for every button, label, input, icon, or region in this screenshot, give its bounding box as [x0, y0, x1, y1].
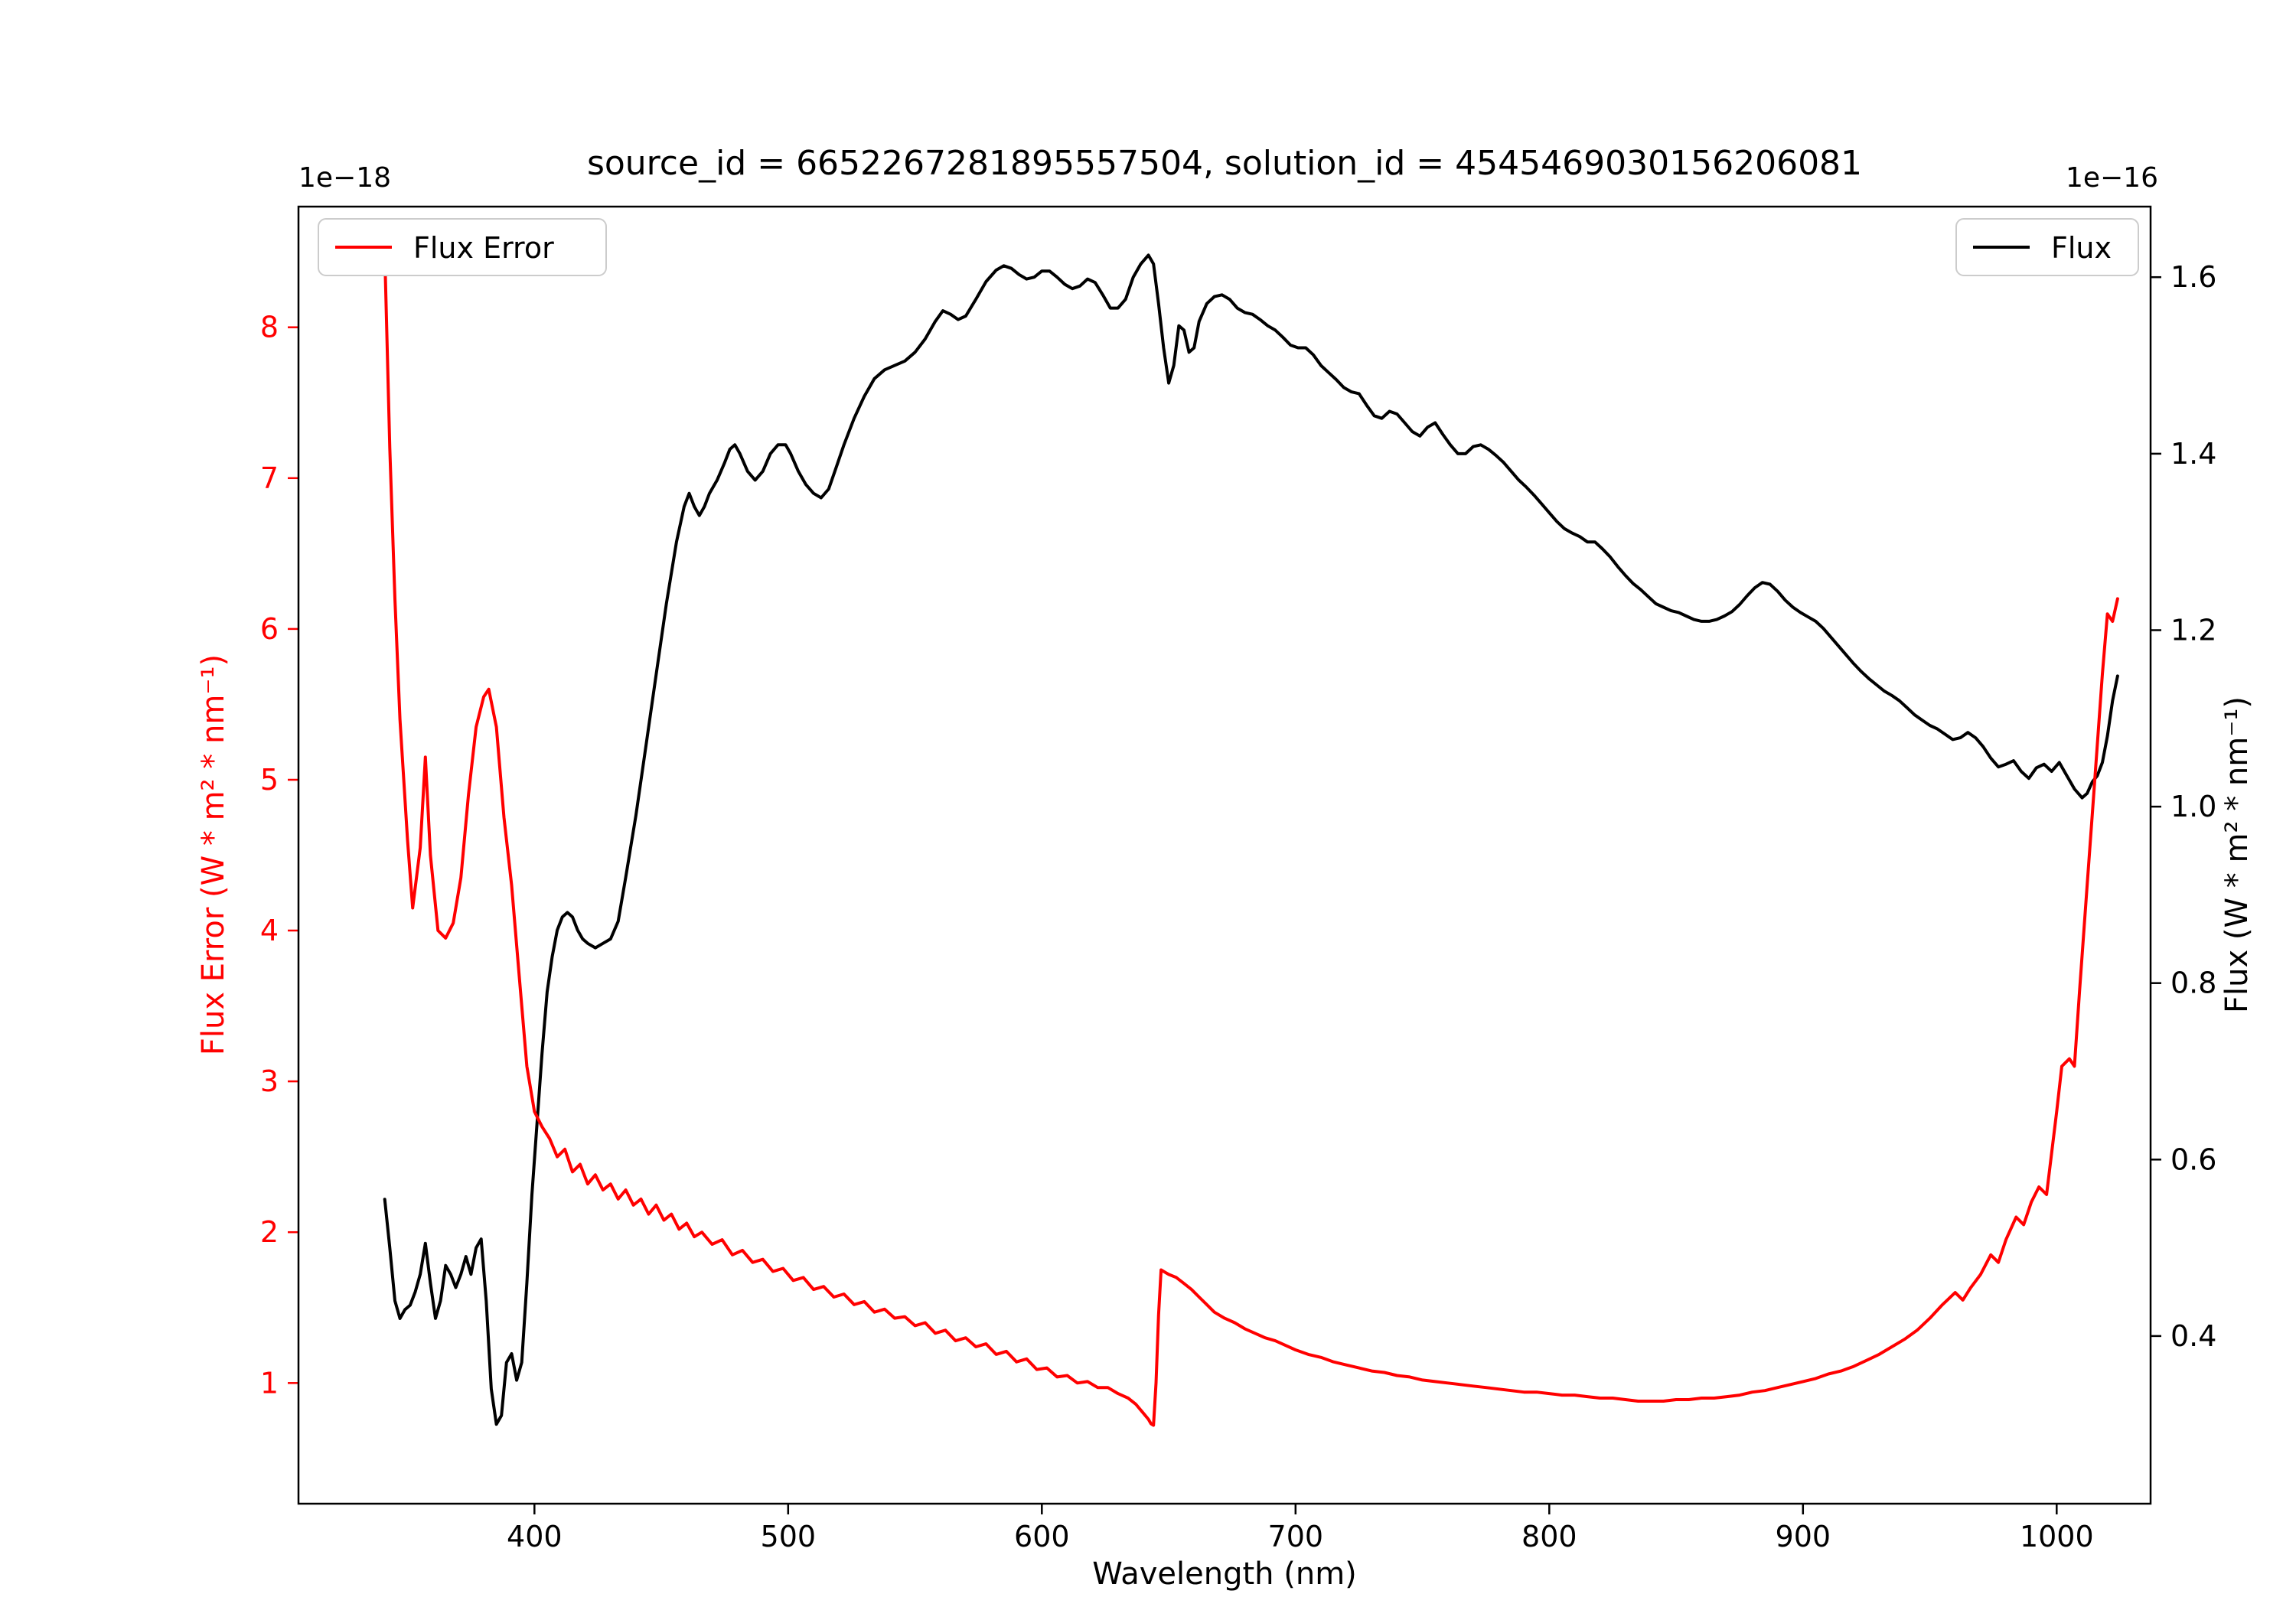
x-axis-ticks: 400 500 600 700 800 900 1000	[507, 1504, 2094, 1553]
left-y-tick-label: 6	[260, 612, 279, 646]
x-tick-label: 500	[761, 1520, 817, 1553]
x-tick-label: 1000	[2020, 1520, 2094, 1553]
left-y-tick-label: 2	[260, 1215, 279, 1249]
x-tick-label: 900	[1776, 1520, 1831, 1553]
legend-box	[1955, 218, 2139, 276]
left-y-tick-label: 1	[260, 1366, 279, 1400]
right-axis-offset-text: 1e−16	[2066, 162, 2158, 194]
left-axis-offset-text: 1e−18	[298, 162, 391, 194]
legend-box	[318, 218, 607, 276]
right-y-tick-label: 0.4	[2170, 1319, 2216, 1353]
left-y-tick-label: 7	[260, 461, 279, 495]
axes-spines	[297, 205, 2152, 1505]
right-y-axis-ticks: 0.4 0.6 0.8 1.0 1.2 1.4 1.6	[2151, 260, 2216, 1353]
x-tick-label: 600	[1014, 1520, 1070, 1553]
x-tick-label: 700	[1268, 1520, 1324, 1553]
right-y-tick-label: 0.8	[2170, 966, 2216, 1000]
plot-background	[298, 207, 2151, 1504]
right-y-tick-label: 0.6	[2170, 1143, 2216, 1176]
x-tick-label: 400	[507, 1520, 563, 1553]
left-y-axis-label: Flux Error (W * m² * nm⁻¹)	[196, 654, 231, 1055]
right-y-tick-label: 1.4	[2170, 437, 2216, 471]
left-y-tick-label: 8	[260, 311, 279, 344]
left-y-tick-label: 4	[260, 914, 279, 947]
x-tick-label: 800	[1521, 1520, 1577, 1553]
legend-label-flux-error: Flux Error	[413, 231, 554, 265]
legend-flux: Flux	[1955, 218, 2139, 276]
chart-title: source_id = 6652267281895557504, solutio…	[587, 144, 1862, 183]
left-y-axis-ticks: 1 2 3 4 5 6 7 8	[260, 311, 298, 1400]
legend-label-flux: Flux	[2051, 231, 2112, 265]
flux-line	[383, 253, 2119, 1426]
right-y-axis-label: Flux (W * m² * nm⁻¹)	[2219, 696, 2255, 1013]
legend-flux-error: Flux Error	[318, 218, 607, 276]
left-y-tick-label: 3	[260, 1064, 279, 1098]
right-y-tick-label: 1.6	[2170, 260, 2216, 294]
left-y-tick-label: 5	[260, 763, 279, 797]
x-axis-label: Wavelength (nm)	[1092, 1556, 1357, 1592]
right-y-tick-label: 1.0	[2170, 790, 2216, 823]
flux-error-line	[383, 250, 2119, 1427]
right-y-tick-label: 1.2	[2170, 614, 2216, 647]
